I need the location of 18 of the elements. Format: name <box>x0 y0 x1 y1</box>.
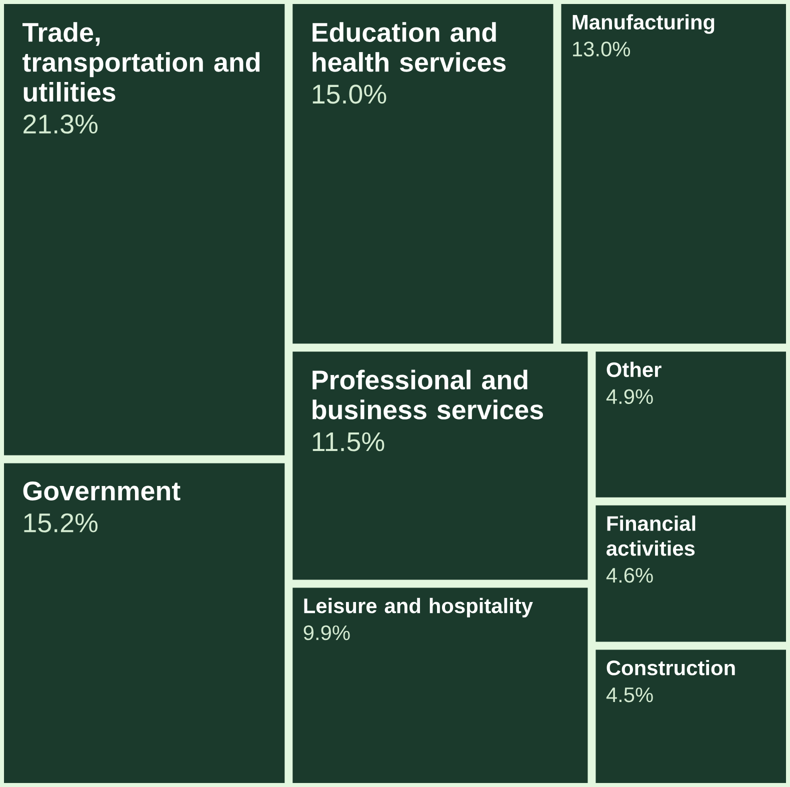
data-label: 13.0% <box>573 42 630 56</box>
category-label: Trade, transportation and utilities <box>22 22 260 102</box>
data-label: 15.2% <box>24 513 98 532</box>
category-label: Construction <box>606 660 735 676</box>
category-label: Leisure and hospitality <box>304 598 533 618</box>
data-label: 9.9% <box>304 625 350 640</box>
category-label: Professional and business services <box>312 370 543 420</box>
data-label: 21.3% <box>24 114 98 134</box>
category-label: Government <box>23 481 180 501</box>
data-label: 4.9% <box>606 389 653 404</box>
category-label: Education and health services <box>312 22 506 72</box>
category-label: Other <box>606 362 662 378</box>
category-label: Manufacturing <box>572 14 714 34</box>
category-label: Financial activities <box>606 516 696 556</box>
data-label: 4.6% <box>606 568 653 583</box>
data-label: 11.5% <box>312 432 384 452</box>
data-label: 4.5% <box>606 687 653 702</box>
data-label: 15.0% <box>312 84 386 104</box>
